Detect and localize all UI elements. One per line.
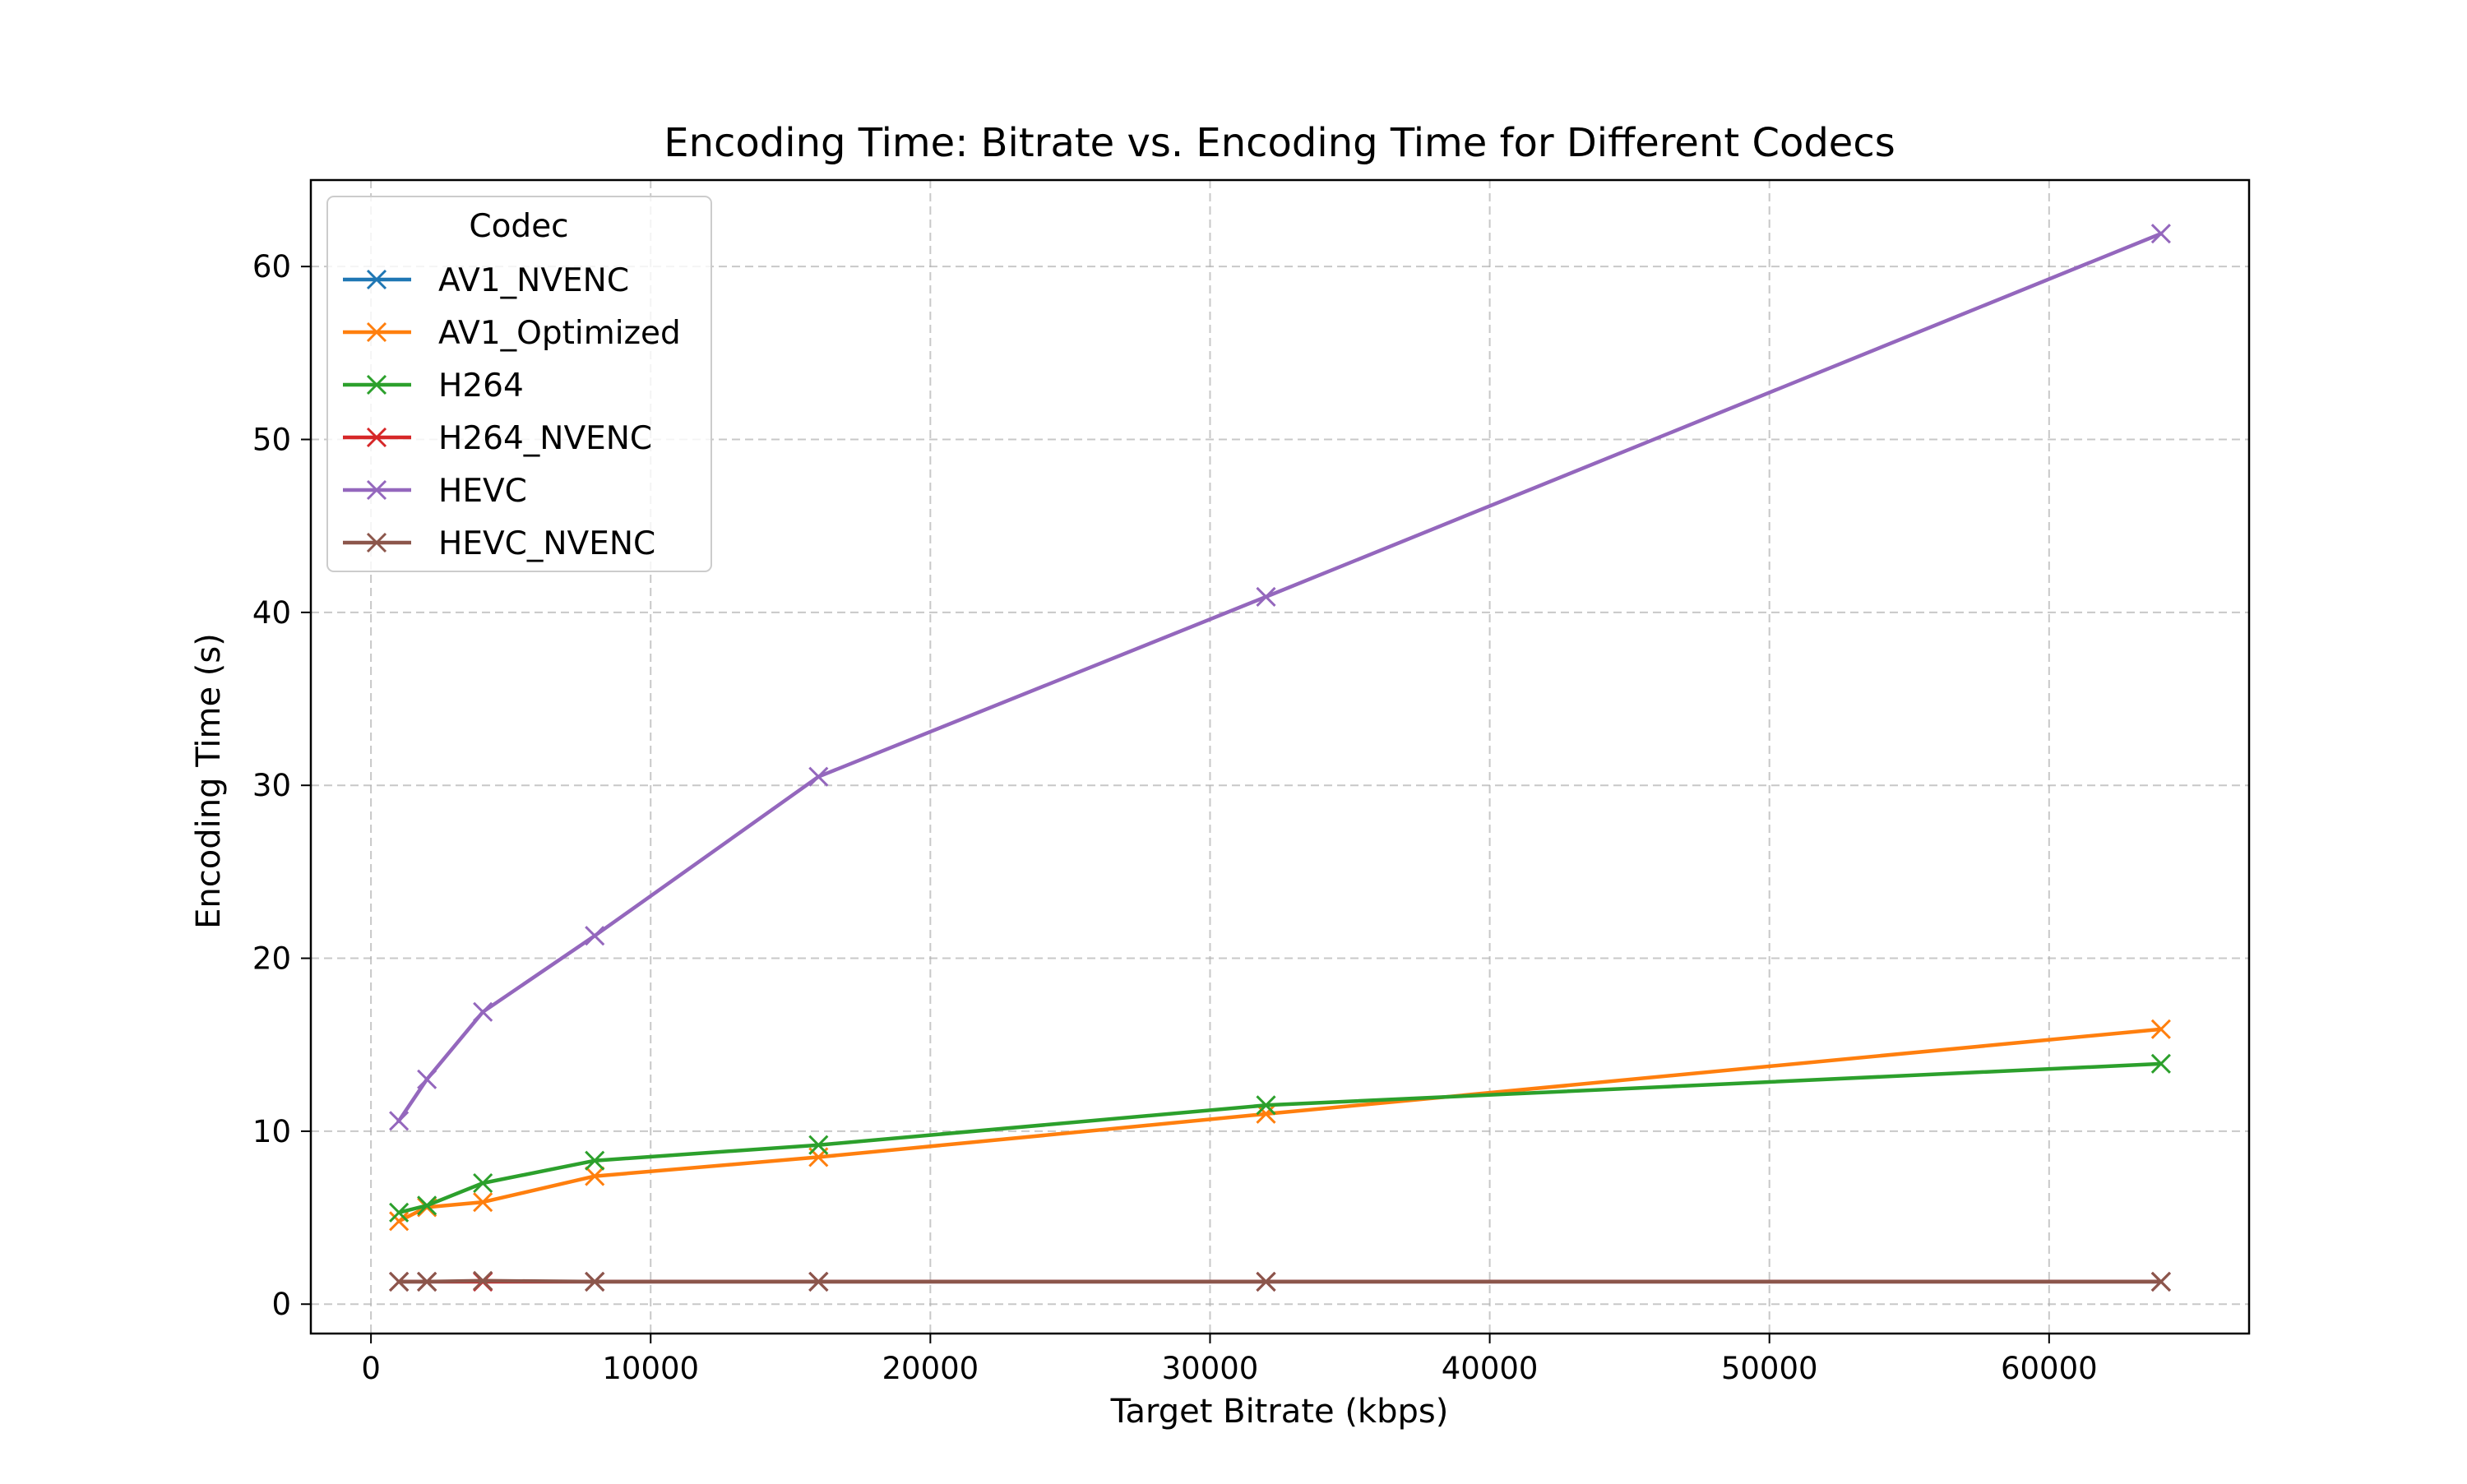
y-tick-label: 0 — [271, 1287, 291, 1322]
data-point-hevc-nvenc — [808, 1271, 829, 1292]
legend-item-hevc-nvenc: HEVC_NVENC — [343, 525, 655, 562]
y-tick-label: 10 — [252, 1114, 291, 1149]
legend-label: H264 — [438, 368, 524, 405]
x-tick-label: 50000 — [1721, 1351, 1818, 1386]
x-tick-label: 20000 — [882, 1351, 979, 1386]
legend-label: AV1_NVENC — [438, 262, 629, 299]
legend-item-h264: H264 — [343, 368, 524, 405]
legend-marker — [366, 427, 387, 448]
legend-marker — [366, 374, 387, 395]
series-hevc — [389, 224, 2171, 1131]
legend-marker — [366, 479, 387, 501]
legend-label: AV1_Optimized — [438, 315, 681, 352]
legend-title: Codec — [469, 208, 568, 245]
y-tick-label: 40 — [252, 595, 291, 631]
data-point-hevc — [417, 1069, 437, 1089]
data-point-h264 — [2150, 1053, 2171, 1074]
y-axis-label: Encoding Time (s) — [190, 633, 228, 929]
legend-item-av1-nvenc: AV1_NVENC — [343, 262, 629, 299]
x-tick-label: 30000 — [1162, 1351, 1259, 1386]
data-point-h264 — [585, 1150, 605, 1171]
legend-marker — [366, 269, 387, 290]
x-tick-label: 60000 — [2001, 1351, 2098, 1386]
data-point-h264 — [417, 1195, 437, 1216]
data-point-av1-optimized — [389, 1211, 410, 1232]
data-point-h264 — [808, 1135, 829, 1155]
series-line-hevc-nvenc — [396, 1278, 2164, 1284]
data-point-hevc — [2150, 224, 2171, 244]
data-point-av1-optimized — [585, 1166, 605, 1186]
data-point-av1-optimized — [473, 1192, 493, 1213]
series-layer — [389, 224, 2171, 1292]
data-point-hevc — [389, 1111, 410, 1131]
legend-label: HEVC_NVENC — [438, 525, 655, 562]
legend: Codec AV1_NVENC AV1_Optimized H264 H264_NVEN… — [326, 196, 712, 572]
data-point-hevc-nvenc — [389, 1271, 410, 1292]
x-tick-label: 0 — [361, 1351, 381, 1386]
data-point-hevc-nvenc — [1256, 1271, 1276, 1292]
data-point-av1-optimized — [2150, 1019, 2171, 1039]
legend-label: H264_NVENC — [438, 420, 652, 457]
y-tick-label: 60 — [252, 249, 291, 284]
legend-item-h264-nvenc: H264_NVENC — [343, 420, 652, 457]
x-tick-label: 40000 — [1442, 1351, 1539, 1386]
data-point-h264 — [389, 1202, 410, 1223]
axis-ticks: 0 10000 20000 30000 40000 50000 60000 0 10 20 30 40… — [252, 249, 2098, 1386]
data-point-hevc-nvenc — [585, 1271, 605, 1292]
data-point-h264 — [1256, 1095, 1276, 1116]
y-tick-label: 20 — [252, 941, 291, 977]
legend-marker — [366, 532, 387, 553]
series-h264 — [389, 1053, 2171, 1223]
y-tick-label: 30 — [252, 768, 291, 803]
data-point-hevc — [1256, 586, 1276, 607]
x-axis-label: Target Bitrate (kbps) — [1110, 1393, 1449, 1431]
legend-item-hevc: HEVC — [343, 473, 527, 510]
data-point-av1-optimized — [1256, 1103, 1276, 1124]
data-point-h264 — [473, 1172, 493, 1194]
legend-label: HEVC — [438, 473, 527, 510]
data-point-hevc-nvenc — [473, 1270, 493, 1291]
plot-area-frame — [309, 178, 2251, 1335]
legend-box — [326, 196, 712, 572]
legend-marker — [366, 321, 387, 343]
data-point-hevc — [808, 766, 829, 787]
data-point-hevc-nvenc — [2150, 1271, 2171, 1292]
data-point-hevc-nvenc — [417, 1271, 437, 1292]
y-tick-label: 50 — [252, 423, 291, 458]
chart-title: Encoding Time: Bitrate vs. Encoding Time… — [664, 120, 1895, 166]
data-point-hevc — [585, 926, 605, 946]
data-point-hevc — [473, 1001, 493, 1022]
series-hevc-nvenc — [389, 1270, 2171, 1292]
x-tick-label: 10000 — [602, 1351, 699, 1386]
legend-item-av1-optimized: AV1_Optimized — [343, 315, 681, 352]
